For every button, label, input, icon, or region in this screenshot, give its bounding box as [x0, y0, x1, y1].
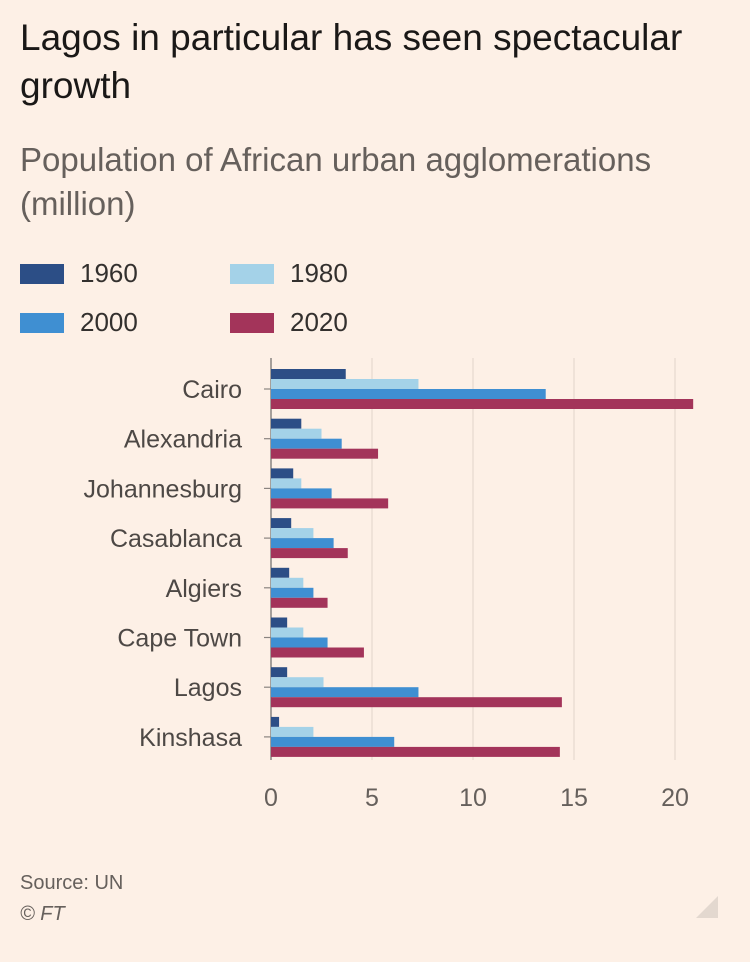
legend-swatch-1960 — [20, 263, 64, 284]
category-label-lagos: Lagos — [174, 674, 242, 702]
bar-cairo-1960 — [271, 369, 346, 379]
bar-kinshasa-1980 — [271, 726, 314, 737]
source-note: Source: UN — [20, 872, 124, 894]
legend-label-1980: 1980 — [290, 258, 348, 288]
bar-algiers-2020 — [271, 597, 328, 608]
bar-cape-town-2000 — [271, 637, 328, 648]
bar-algiers-1960 — [271, 567, 290, 578]
bar-lagos-2000 — [271, 687, 419, 698]
chart-subtitle: Population of African urban agglomeratio… — [20, 141, 652, 222]
bar-alexandria-1960 — [271, 418, 302, 429]
legend-label-1960: 1960 — [80, 258, 138, 288]
x-tick-label-0: 0 — [264, 784, 278, 812]
bar-cape-town-2020 — [271, 647, 364, 658]
bar-cairo-2020 — [271, 399, 694, 409]
legend-item-1980: 1980 — [230, 258, 348, 289]
resize-corner-icon — [696, 896, 718, 918]
x-tick-label-20: 20 — [661, 784, 689, 812]
bar-casablanca-2020 — [271, 548, 348, 559]
legend-swatch-2020 — [230, 312, 274, 333]
bar-casablanca-2000 — [271, 538, 334, 549]
legend-swatch-1980 — [230, 263, 274, 284]
credit-note: © FT — [20, 903, 65, 925]
bar-johannesburg-2000 — [271, 488, 332, 499]
bar-cape-town-1980 — [271, 627, 304, 638]
x-tick-label-5: 5 — [365, 784, 379, 812]
category-label-cairo: Cairo — [182, 376, 242, 404]
category-label-algiers: Algiers — [166, 575, 242, 603]
bar-casablanca-1980 — [271, 528, 314, 539]
x-tick-label-10: 10 — [459, 784, 487, 812]
category-label-kinshasa: Kinshasa — [139, 724, 242, 752]
legend: 1960 1980 2000 2020 — [20, 250, 440, 350]
bar-casablanca-1960 — [271, 518, 292, 529]
legend-item-2000: 2000 — [20, 307, 138, 338]
x-tick-label-15: 15 — [560, 784, 588, 812]
bar-cairo-1980 — [271, 379, 419, 389]
bar-johannesburg-1980 — [271, 478, 302, 489]
category-label-cape-town: Cape Town — [117, 625, 242, 653]
bar-johannesburg-1960 — [271, 468, 294, 479]
bar-chart: 0 5 10 15 20 Cairo Alexandria Johannesburg Casab… — [84, 358, 694, 812]
bar-johannesburg-2020 — [271, 498, 389, 509]
bar-alexandria-2000 — [271, 438, 342, 449]
legend-item-1960: 1960 — [20, 258, 138, 289]
bar-alexandria-1980 — [271, 428, 322, 439]
bar-lagos-1980 — [271, 677, 324, 688]
category-label-alexandria: Alexandria — [124, 426, 242, 454]
bar-lagos-1960 — [271, 667, 288, 678]
bar-kinshasa-2000 — [271, 736, 395, 747]
category-label-casablanca: Casablanca — [110, 525, 242, 553]
bar-cape-town-1960 — [271, 617, 288, 628]
legend-label-2000: 2000 — [80, 307, 138, 337]
category-label-johannesburg: Johannesburg — [84, 475, 242, 503]
bar-algiers-2000 — [271, 587, 314, 598]
bar-algiers-1980 — [271, 577, 304, 588]
bar-alexandria-2020 — [271, 448, 379, 459]
bar-kinshasa-2020 — [271, 746, 560, 757]
bar-cairo-2000 — [271, 389, 546, 399]
chart-title: Lagos in particular has seen spectacular… — [20, 17, 683, 106]
legend-swatch-2000 — [20, 312, 64, 333]
bar-lagos-2020 — [271, 697, 562, 708]
legend-item-2020: 2020 — [230, 307, 348, 338]
legend-label-2020: 2020 — [290, 307, 348, 337]
bar-kinshasa-1960 — [271, 716, 280, 727]
